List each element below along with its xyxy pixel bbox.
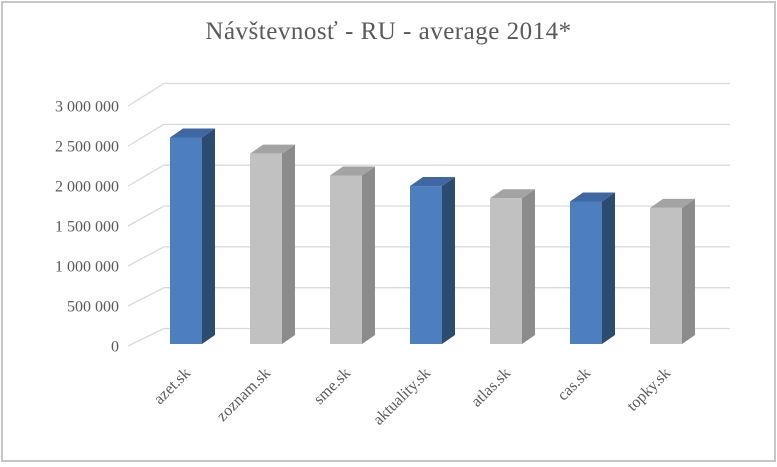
bar-side-face bbox=[202, 128, 215, 344]
x-axis-label: zoznam.sk bbox=[214, 365, 274, 425]
y-axis-label: 1 500 000 bbox=[55, 219, 119, 236]
y-axis-label: 1 000 000 bbox=[55, 259, 119, 276]
bar-aktuality.sk bbox=[410, 177, 455, 344]
bar-top-face bbox=[650, 198, 695, 208]
y-axis-label: 0 bbox=[111, 339, 119, 356]
bar-front-face bbox=[330, 175, 362, 344]
bar-side-face bbox=[282, 144, 295, 344]
bar-top-face bbox=[490, 189, 535, 199]
chart-title: Návštevnosť - RU - average 2014* bbox=[205, 18, 572, 45]
bar-front-face bbox=[410, 186, 442, 344]
bar-front-face bbox=[650, 207, 682, 344]
bar-top-face bbox=[170, 128, 215, 138]
y-axis-label: 3 000 000 bbox=[55, 99, 119, 116]
x-axis-label: azet.sk bbox=[151, 365, 194, 408]
bar-topky.sk bbox=[650, 198, 695, 344]
bar-cas.sk bbox=[570, 192, 615, 344]
bar-side-face bbox=[522, 189, 535, 344]
bar-top-face bbox=[330, 166, 375, 176]
x-axis-label: sme.sk bbox=[311, 365, 354, 408]
bar-side-face bbox=[362, 166, 375, 344]
bar-front-face bbox=[490, 198, 522, 344]
x-axis-label: aktuality.sk bbox=[370, 365, 434, 429]
bar-azet.sk bbox=[170, 128, 215, 344]
y-axis-tick bbox=[127, 287, 164, 307]
y-axis-tick bbox=[127, 205, 164, 227]
y-axis-label: 2 500 000 bbox=[55, 139, 119, 156]
y-axis-tick bbox=[127, 124, 164, 147]
bar-side-face bbox=[682, 198, 695, 344]
bar-top-face bbox=[250, 144, 295, 154]
y-axis-tick bbox=[127, 83, 164, 107]
y-axis-tick bbox=[127, 246, 164, 267]
bar-front-face bbox=[170, 137, 202, 344]
bar-front-face bbox=[250, 153, 282, 344]
x-axis-label: cas.sk bbox=[554, 365, 593, 404]
bar-top-face bbox=[410, 177, 455, 187]
bar-atlas.sk bbox=[490, 189, 535, 344]
y-axis-label: 500 000 bbox=[67, 299, 119, 316]
x-axis-label: atlas.sk bbox=[468, 365, 514, 411]
y-axis-tick bbox=[127, 328, 164, 347]
bar-side-face bbox=[442, 177, 455, 344]
bar-zoznam.sk bbox=[250, 144, 295, 344]
bar-front-face bbox=[570, 201, 602, 344]
y-axis-label: 2 000 000 bbox=[55, 179, 119, 196]
y-axis-tick bbox=[127, 165, 164, 187]
x-axis-label: topky.sk bbox=[624, 365, 674, 415]
bar-sme.sk bbox=[330, 166, 375, 344]
bar-top-face bbox=[570, 192, 615, 202]
bar-side-face bbox=[602, 192, 615, 344]
